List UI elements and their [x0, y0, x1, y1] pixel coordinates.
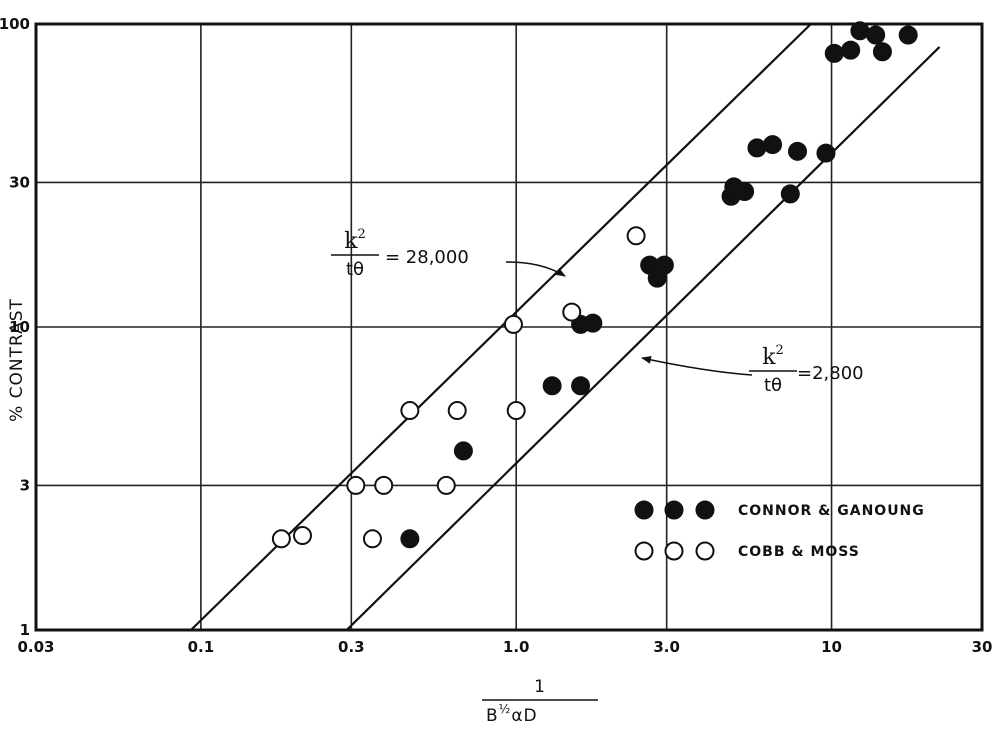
reference-line-label: k2 tθ =2,800: [749, 343, 864, 396]
data-point-cobb-moss: [563, 304, 580, 321]
label-k: k: [762, 345, 776, 370]
legend-marker: [636, 502, 653, 519]
label-denominator: tθ: [764, 375, 782, 396]
data-point-connor-ganoung: [817, 145, 834, 162]
data-point-cobb-moss: [449, 402, 466, 419]
data-point-connor-ganoung: [851, 22, 868, 39]
data-point-connor-ganoung: [544, 377, 561, 394]
legend-label: CONNOR & GANOUNG: [738, 503, 925, 519]
data-point-cobb-moss: [375, 477, 392, 494]
data-point-cobb-moss: [294, 527, 311, 544]
data-point-connor-ganoung: [401, 530, 418, 547]
x-tick-label: 1.0: [503, 638, 530, 656]
label-numerator: k2: [762, 343, 784, 370]
data-point-cobb-moss: [347, 477, 364, 494]
data-point-cobb-moss: [438, 477, 455, 494]
x-axis-label-denominator: B½αD: [486, 702, 538, 726]
reference-line-label: k2 tθ = 28,000: [331, 227, 469, 280]
data-point-connor-ganoung: [764, 136, 781, 153]
data-point-connor-ganoung: [867, 26, 884, 43]
legend-label: COBB & MOSS: [738, 544, 860, 560]
data-point-connor-ganoung: [455, 442, 472, 459]
label-denominator: tθ: [346, 259, 364, 280]
data-point-connor-ganoung: [789, 143, 806, 160]
y-tick-label: 30: [9, 173, 30, 191]
legend-marker: [697, 502, 714, 519]
data-point-connor-ganoung: [736, 183, 753, 200]
data-point-cobb-moss: [401, 402, 418, 419]
y-tick-label: 1: [20, 621, 30, 639]
data-point-cobb-moss: [505, 316, 522, 333]
label-exponent: 2: [358, 227, 366, 242]
data-point-connor-ganoung: [900, 26, 917, 43]
data-points: [273, 22, 917, 547]
data-point-connor-ganoung: [572, 377, 589, 394]
x-axis-label: 1 B½αD: [482, 677, 598, 726]
x-tick-label: 0.1: [188, 638, 215, 656]
label-k: k: [344, 229, 358, 254]
y-axis-label: % CONTRAST: [7, 298, 27, 422]
x-axis-label-numerator: 1: [534, 677, 546, 697]
label-exponent: 2: [776, 343, 784, 358]
data-point-connor-ganoung: [782, 185, 799, 202]
x-tick-label: 0.03: [17, 638, 54, 656]
y-tick-label: 3: [20, 476, 30, 494]
x-axis-label-exponent: ½: [499, 702, 512, 716]
data-point-cobb-moss: [273, 530, 290, 547]
data-point-cobb-moss: [628, 227, 645, 244]
data-point-connor-ganoung: [584, 315, 601, 332]
legend-marker: [636, 543, 653, 560]
x-tick-label: 0.3: [338, 638, 365, 656]
legend: CONNOR & GANOUNG COBB & MOSS: [636, 502, 925, 561]
x-axis-label-base: B: [486, 706, 499, 726]
legend-marker: [666, 502, 683, 519]
x-tick-label: 30: [972, 638, 993, 656]
label-value: =2,800: [797, 363, 864, 384]
data-point-connor-ganoung: [826, 45, 843, 62]
label-arrow: [642, 358, 752, 375]
data-point-connor-ganoung: [874, 43, 891, 60]
legend-marker: [697, 543, 714, 560]
data-point-connor-ganoung: [748, 139, 765, 156]
x-tick-labels: 0.03 0.1 0.3 1.0 3.0 10 30: [17, 638, 992, 656]
x-tick-label: 10: [821, 638, 842, 656]
data-point-cobb-moss: [508, 402, 525, 419]
y-tick-label: 100: [0, 15, 30, 33]
data-point-connor-ganoung: [842, 42, 859, 59]
label-value: = 28,000: [385, 247, 469, 268]
x-tick-label: 3.0: [653, 638, 680, 656]
legend-marker: [666, 543, 683, 560]
label-numerator: k2: [344, 227, 366, 254]
data-point-cobb-moss: [364, 530, 381, 547]
data-point-connor-ganoung: [656, 257, 673, 274]
x-axis-label-tail: αD: [511, 706, 537, 726]
